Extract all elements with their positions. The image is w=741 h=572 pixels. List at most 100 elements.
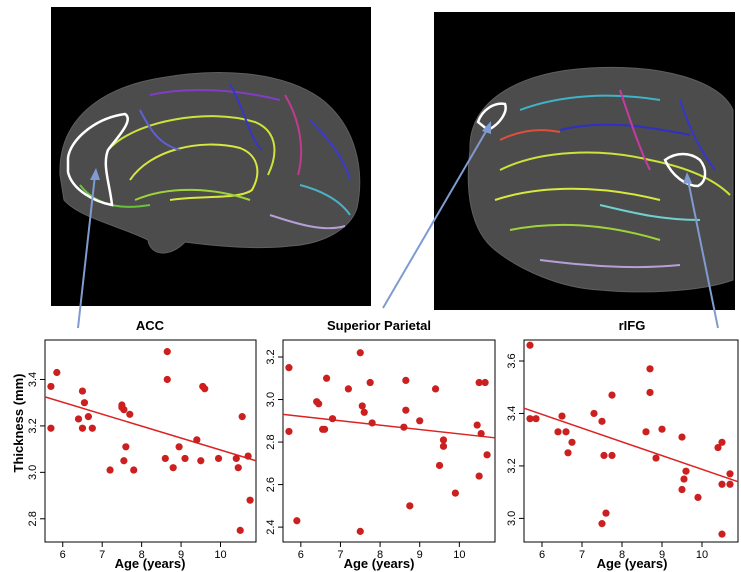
data-point [84,413,92,421]
data-point [236,526,244,534]
brain-lateral-surface [467,66,734,293]
data-point [74,415,83,423]
data-point [718,530,726,538]
connector-rifg [687,179,719,329]
data-point [285,427,293,436]
data-point [598,417,606,425]
plot-frame-acc [44,339,257,543]
data-point [161,454,169,463]
data-point [130,466,138,474]
y-tick-label: 2.4 [265,519,277,534]
brain-medial-sulci [79,83,351,230]
data-point [678,485,686,494]
data-point [652,454,660,462]
x-tick-label: 9 [417,549,423,561]
data-point [602,509,610,517]
y-tick-label: 2.8 [27,511,39,526]
data-point [368,419,376,427]
data-point [600,451,608,460]
roi-outline-rifg [663,152,707,188]
data-point [439,436,448,444]
data-point [232,454,240,463]
scatter-panel-acc: ACC Thickness (mm) Age (years) 6 7 8 9 10 2.8… [11,318,257,571]
data-point [477,429,485,438]
data-point [608,451,616,460]
x-axis-title-rifg: Age (years) [597,556,668,571]
x-tick-label: 10 [696,549,708,561]
data-point [321,425,329,433]
data-point [678,433,686,441]
data-point [608,391,616,399]
data-point [473,421,481,429]
data-point [435,461,444,470]
data-point [53,368,61,377]
y-tick-label: 3.0 [265,392,277,407]
data-point [234,464,242,472]
data-point [358,402,366,410]
x-tick-label: 9 [659,549,665,561]
x-tick-label: 7 [579,549,585,561]
data-point [481,378,489,387]
data-point [328,415,337,423]
y-tick-label: 3.0 [27,465,39,480]
data-point [562,428,570,436]
data-point [197,457,205,465]
y-tick-label: 3.6 [506,353,518,368]
data-point [163,375,171,384]
data-point [658,425,666,433]
x-tick-label: 10 [214,549,226,561]
data-point [568,438,576,446]
regression-line [523,407,739,483]
y-tick-label: 3.4 [506,406,518,421]
brain-lateral-sulci [494,89,731,269]
data-point [126,410,134,418]
data-point [431,385,440,393]
data-point [120,457,128,465]
data-point [120,406,128,414]
data-point [682,467,690,475]
data-point [718,438,726,446]
panel-title-superior-parietal: Superior Parietal [327,318,431,333]
data-point [714,443,722,452]
x-tick-label: 7 [99,549,105,561]
data-point [726,480,734,488]
data-point [360,408,368,416]
brain-medial-surface [59,72,361,254]
x-axis-title-acc: Age (years) [115,556,186,571]
panel-title-acc: ACC [136,318,165,333]
data-point [532,415,540,423]
data-point [201,385,209,393]
y-tick-label: 2.6 [265,477,277,492]
data-point [181,454,189,463]
connector-acc [77,174,96,329]
data-point [694,493,702,502]
plot-content-acc: 6 7 8 9 10 2.8 3.0 3.2 3.4 [27,348,257,561]
data-point [175,443,183,451]
data-point [558,412,566,420]
data-point [598,520,606,528]
data-point [406,502,414,510]
data-point [106,466,114,474]
data-point [402,406,410,414]
brain-image-lateral [434,12,735,310]
data-point [475,378,483,387]
data-point [285,364,293,372]
y-tick-label: 2.8 [265,434,277,449]
data-point [416,417,424,425]
data-point [554,428,562,436]
panel-title-rifg: rIFG [619,318,646,333]
y-tick-label: 3.2 [27,418,39,433]
data-point [475,472,483,480]
data-point [344,385,352,393]
data-point [590,409,598,418]
data-point [238,413,246,421]
plot-content-rifg: 6 7 8 9 10 3.0 3.2 3.4 3.6 [506,341,739,561]
x-tick-label: 8 [139,549,145,561]
data-point [451,489,459,497]
data-point [80,399,89,407]
data-point [244,452,252,460]
y-tick-label: 3.2 [265,349,277,364]
data-point [680,475,688,483]
connectors [77,121,719,329]
